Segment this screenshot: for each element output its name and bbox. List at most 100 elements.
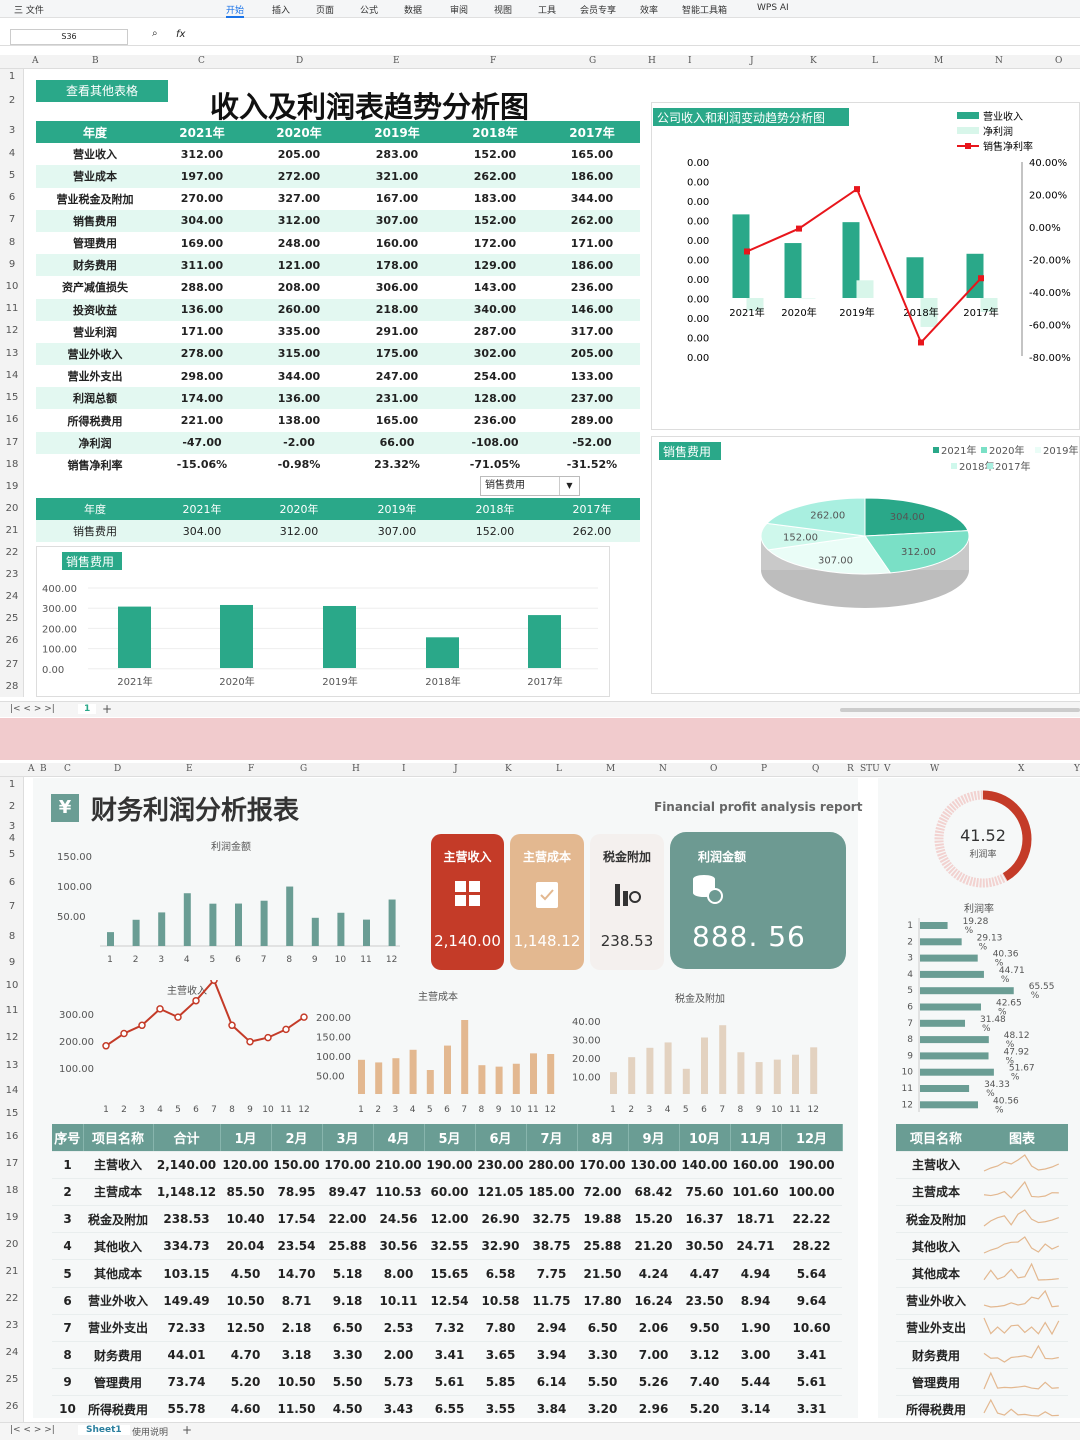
value-cell[interactable]: 174.00 <box>154 387 250 410</box>
value-cell[interactable]: 3.65 <box>475 1341 526 1370</box>
value-cell[interactable]: 72.00 <box>577 1178 628 1207</box>
sparkline-cell[interactable] <box>976 1259 1068 1288</box>
value-cell[interactable]: 9.64 <box>781 1287 842 1315</box>
item-name[interactable]: 主营收入 <box>83 1151 153 1179</box>
value-cell[interactable]: 4.94 <box>730 1259 781 1288</box>
value-cell[interactable]: 32.55 <box>424 1232 475 1261</box>
sparkline-cell[interactable] <box>976 1151 1068 1179</box>
value-cell[interactable]: 130.00 <box>628 1151 679 1179</box>
value-cell[interactable]: 3.41 <box>781 1341 842 1370</box>
header-cell[interactable]: 7月 <box>526 1124 578 1152</box>
value-cell[interactable]: 110.53 <box>373 1178 424 1207</box>
item-name[interactable]: 营业外支出 <box>896 1314 976 1343</box>
header-cell[interactable]: 1月 <box>220 1124 272 1152</box>
value-cell[interactable]: 165.00 <box>375 414 419 428</box>
sparkline-cell[interactable] <box>976 1368 1068 1397</box>
value-cell[interactable]: 24.56 <box>373 1205 424 1234</box>
item-name[interactable]: 所得税费用 <box>896 1395 976 1424</box>
value-cell[interactable]: -108.00 <box>446 431 544 454</box>
value-cell[interactable]: 291.00 <box>375 325 419 339</box>
header-cell[interactable]: 2月 <box>271 1124 323 1152</box>
value-cell[interactable]: 236.00 <box>473 414 517 428</box>
header-cell[interactable]: 3月 <box>322 1124 374 1152</box>
value-cell[interactable]: 167.00 <box>375 192 419 206</box>
menu-item-9[interactable]: 会员专享 <box>580 6 617 16</box>
value-cell[interactable]: 272.00 <box>250 165 348 188</box>
item-name[interactable]: 其他成本 <box>896 1259 976 1288</box>
value-cell[interactable]: 15.65 <box>424 1259 475 1288</box>
item-name[interactable]: 营业外收入 <box>83 1287 153 1315</box>
value-cell[interactable]: 171.00 <box>570 236 614 250</box>
value-cell[interactable]: 23.54 <box>271 1232 322 1261</box>
value-cell[interactable]: 170.00 <box>577 1151 628 1179</box>
sheet-tab-sheet1[interactable]: Sheet1 <box>78 1425 130 1435</box>
value-cell[interactable]: 208.00 <box>277 280 321 294</box>
value-cell[interactable]: 221.00 <box>180 414 224 428</box>
item-name[interactable]: 主营收入 <box>896 1151 976 1179</box>
item-label[interactable]: 销售费用 <box>36 209 154 232</box>
value-cell[interactable]: 5.20 <box>220 1368 271 1397</box>
value-cell[interactable]: 10.60 <box>781 1314 842 1343</box>
value-cell[interactable]: 11.50 <box>271 1395 322 1424</box>
value-cell[interactable]: 205.00 <box>277 147 321 161</box>
item-name[interactable]: 主营成本 <box>83 1178 153 1207</box>
value-cell[interactable]: 260.00 <box>250 298 348 321</box>
value-cell[interactable]: 9.18 <box>322 1287 373 1315</box>
kpi-main-cost[interactable]: 主营成本 1,148.12 <box>510 834 584 970</box>
value-cell[interactable]: 22.00 <box>322 1205 373 1234</box>
value-cell[interactable]: 4.50 <box>220 1259 271 1288</box>
value-cell[interactable]: 72.33 <box>153 1314 220 1343</box>
header-cell[interactable]: 2021年 <box>154 121 250 144</box>
profit-rate-bar-chart[interactable]: 利润率 1 19.28% 2 29.13% 3 40.36% 4 44.71% 5 65.55% 6 4… <box>897 900 1057 1116</box>
value-cell[interactable]: 8.00 <box>373 1259 424 1288</box>
value-cell[interactable]: 10.11 <box>373 1287 424 1315</box>
value-cell[interactable]: -15.06% <box>176 458 228 472</box>
header-cell[interactable]: 序号 <box>52 1124 84 1152</box>
value-cell[interactable]: 205.00 <box>544 342 640 366</box>
header-cell[interactable]: 12月 <box>781 1124 843 1152</box>
value-cell[interactable]: 5.50 <box>322 1368 373 1397</box>
value-cell[interactable]: 335.00 <box>277 325 321 339</box>
value-cell[interactable]: 10.58 <box>475 1287 526 1315</box>
name-box[interactable]: S36 <box>10 29 128 45</box>
header-cell[interactable]: 9月 <box>628 1124 680 1152</box>
item-name[interactable]: 营业外收入 <box>896 1287 976 1315</box>
item-name[interactable]: 财务费用 <box>83 1341 153 1370</box>
value-cell[interactable]: 287.00 <box>473 325 517 339</box>
value-cell[interactable]: 23.50 <box>679 1287 730 1315</box>
fx-icon[interactable]: fx <box>176 29 186 40</box>
value-cell[interactable]: 3.84 <box>526 1395 577 1424</box>
value-cell[interactable]: 7.80 <box>475 1314 526 1343</box>
value-cell[interactable]: 30.50 <box>679 1232 730 1261</box>
value-cell[interactable]: 5.50 <box>577 1368 628 1397</box>
value-cell[interactable]: 5.85 <box>475 1368 526 1397</box>
value-cell[interactable]: 5.61 <box>424 1368 475 1397</box>
value-cell[interactable]: 5.26 <box>628 1368 679 1397</box>
value-cell[interactable]: 334.73 <box>153 1232 220 1261</box>
header-cell[interactable]: 5月 <box>424 1124 476 1152</box>
item-label[interactable]: 销售费用 <box>36 520 154 543</box>
value-cell[interactable]: -71.05% <box>469 458 521 472</box>
value-cell[interactable]: 298.00 <box>180 369 224 383</box>
item-label[interactable]: 管理费用 <box>36 231 154 255</box>
value-cell[interactable]: 230.00 <box>475 1151 526 1179</box>
menu-item-7[interactable]: 视图 <box>494 6 513 16</box>
value-cell[interactable]: 306.00 <box>375 280 419 294</box>
value-cell[interactable]: 78.95 <box>271 1178 322 1207</box>
value-cell[interactable]: 146.00 <box>544 298 640 321</box>
value-cell[interactable]: 2.53 <box>373 1314 424 1343</box>
menu-item-4[interactable]: 公式 <box>360 6 379 16</box>
value-cell[interactable]: 327.00 <box>277 192 321 206</box>
sheet-nav-icons[interactable]: |< < > >| <box>10 704 55 714</box>
header-cell[interactable]: 2020年 <box>250 121 348 144</box>
header-cell[interactable]: 项目名称 <box>896 1124 976 1152</box>
item-dropdown[interactable]: 销售费用 ▼ <box>480 476 580 496</box>
value-cell[interactable]: 73.74 <box>153 1368 220 1397</box>
value-cell[interactable]: 6.50 <box>322 1314 373 1343</box>
row-number[interactable]: 3 <box>52 1205 83 1234</box>
value-cell[interactable]: 28.22 <box>781 1232 842 1261</box>
value-cell[interactable]: 262.00 <box>544 209 640 232</box>
value-cell[interactable]: 5.61 <box>781 1368 842 1397</box>
value-cell[interactable]: 6.14 <box>526 1368 577 1397</box>
search-icon[interactable]: ⌕ <box>152 28 158 39</box>
